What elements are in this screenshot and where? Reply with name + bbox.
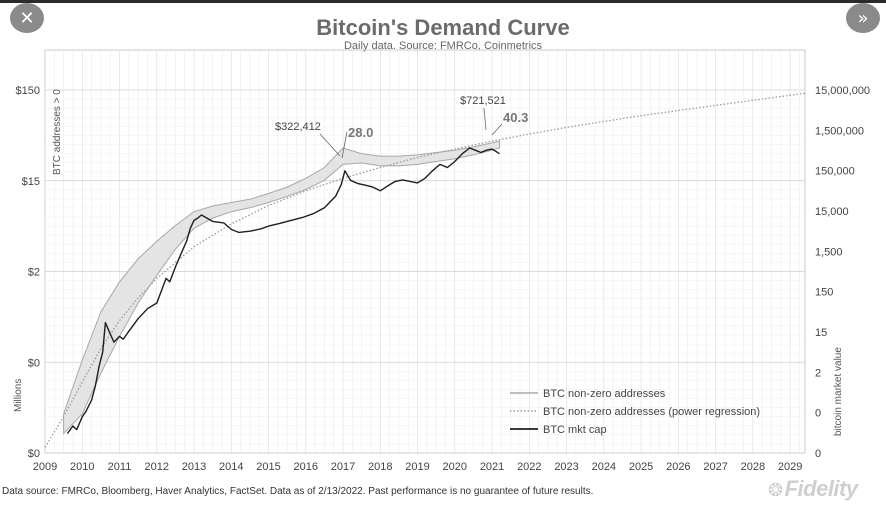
x-tick-label: 2012 — [145, 461, 169, 473]
x-tick-label: 2027 — [703, 461, 727, 473]
fidelity-logo: ❂Fidelity — [768, 476, 858, 502]
left-tick-label: $2 — [28, 267, 40, 279]
close-icon[interactable]: ✕ — [10, 3, 44, 33]
left-axis-label-top: BTC addresses > 0 — [52, 89, 63, 175]
right-tick-label: 150,000 — [815, 166, 855, 178]
x-tick-label: 2010 — [70, 461, 94, 473]
x-tick-label: 2029 — [778, 461, 802, 473]
annotation-leader — [341, 131, 348, 159]
fidelity-logo-text: Fidelity — [784, 476, 859, 501]
right-tick-label: 1,500 — [815, 246, 843, 258]
series-power-regression — [44, 92, 806, 448]
annotation-peak-2017-ratio: 28.0 — [348, 125, 373, 140]
left-tick-label: $150 — [16, 85, 40, 97]
annotation-leader — [491, 123, 503, 136]
annotation-peak-2021-value: $721,521 — [460, 95, 506, 107]
annotation-leader — [483, 107, 487, 131]
fidelity-mark-icon: ❂ — [768, 480, 783, 501]
right-tick-label: 15,000,000 — [815, 85, 870, 97]
legend-label: BTC mkt cap — [543, 424, 607, 436]
legend-label: BTC non-zero addresses — [543, 388, 666, 400]
right-tick-label: 2 — [815, 367, 821, 379]
series-btc-non-zero-addresses — [63, 140, 500, 435]
annotation-peak-2021-ratio: 40.3 — [503, 110, 528, 125]
x-tick-label: 2022 — [517, 461, 541, 473]
left-tick-label: $0 — [28, 448, 40, 460]
x-tick-label: 2023 — [554, 461, 578, 473]
right-tick-label: 150 — [815, 287, 833, 299]
chart-title: Bitcoin's Demand Curve — [316, 15, 570, 40]
x-tick-label: 2020 — [443, 461, 467, 473]
chart-subtitle: Daily data. Source: FMRCo, Coinmetrics — [343, 40, 543, 52]
right-tick-label: 0 — [815, 448, 821, 460]
right-tick-label: 0 — [815, 408, 821, 420]
x-tick-label: 2013 — [182, 461, 206, 473]
left-axis-label-bottom: Millions — [13, 379, 24, 412]
annotation-peak-2017-value: $322,412 — [275, 121, 321, 133]
x-tick-label: 2025 — [629, 461, 653, 473]
x-tick-label: 2015 — [256, 461, 280, 473]
annotation-leader — [319, 133, 341, 157]
series-btc-mkt-cap — [66, 147, 500, 434]
x-tick-label: 2014 — [219, 461, 243, 473]
viewer-top-bar — [0, 0, 886, 3]
x-tick-label: 2018 — [368, 461, 392, 473]
left-tick-label: $15 — [22, 176, 40, 188]
x-tick-label: 2024 — [592, 461, 616, 473]
x-tick-label: 2021 — [480, 461, 504, 473]
x-tick-label: 2009 — [33, 461, 57, 473]
x-tick-label: 2028 — [741, 461, 765, 473]
x-tick-label: 2026 — [666, 461, 690, 473]
x-tick-label: 2016 — [294, 461, 318, 473]
right-axis-label: bitcoin market value — [833, 347, 844, 436]
right-tick-label: 1,500,000 — [815, 125, 864, 137]
right-tick-label: 15,000 — [815, 206, 849, 218]
x-tick-label: 2011 — [108, 461, 132, 473]
footer-disclaimer: Data source: FMRCo, Bloomberg, Haver Ana… — [2, 486, 594, 497]
left-tick-label: $0 — [28, 357, 40, 369]
x-tick-label: 2017 — [331, 461, 355, 473]
legend-label: BTC non-zero addresses (power regression… — [543, 406, 760, 418]
x-tick-label: 2019 — [405, 461, 429, 473]
double-chevron-right-icon[interactable]: » — [846, 3, 880, 33]
right-tick-label: 15 — [815, 327, 827, 339]
